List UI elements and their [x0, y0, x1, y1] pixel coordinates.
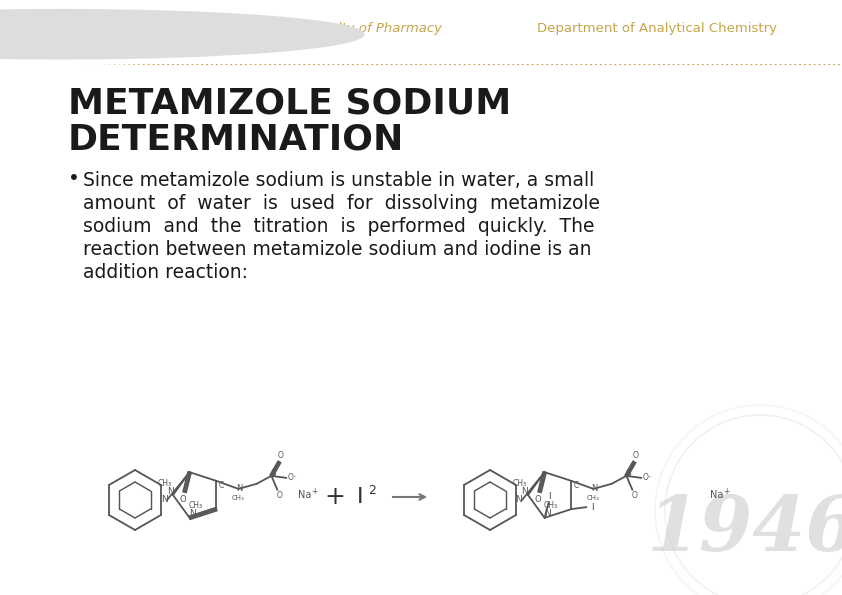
- Text: sodium  and  the  titration  is  performed  quickly.  The: sodium and the titration is performed qu…: [83, 217, 594, 236]
- Text: CH₃: CH₃: [158, 478, 172, 487]
- Text: +: +: [722, 487, 729, 496]
- Text: C: C: [573, 481, 579, 490]
- Text: •: •: [68, 170, 80, 189]
- Text: I: I: [548, 492, 551, 502]
- Text: N: N: [522, 487, 529, 496]
- Text: O: O: [276, 491, 282, 500]
- Text: O⁻: O⁻: [287, 474, 297, 483]
- Text: I: I: [357, 487, 363, 507]
- Text: N: N: [515, 494, 522, 503]
- Text: I: I: [591, 503, 594, 512]
- Text: CH₃: CH₃: [189, 502, 203, 511]
- Text: CH₃: CH₃: [544, 502, 557, 511]
- Text: O: O: [632, 452, 638, 461]
- Text: DETERMINATION: DETERMINATION: [68, 123, 404, 156]
- Text: C: C: [219, 481, 224, 490]
- Text: 1946: 1946: [646, 493, 842, 567]
- Text: CH₃: CH₃: [513, 478, 527, 487]
- Text: O⁻: O⁻: [642, 474, 653, 483]
- Text: N: N: [161, 494, 168, 503]
- Text: O: O: [179, 494, 186, 504]
- Text: addition reaction:: addition reaction:: [83, 264, 248, 283]
- Text: Since metamizole sodium is unstable in water, a small: Since metamizole sodium is unstable in w…: [83, 171, 594, 190]
- Text: S: S: [270, 469, 276, 478]
- Text: +: +: [311, 487, 317, 496]
- Text: Na: Na: [298, 490, 312, 500]
- Text: N: N: [167, 487, 173, 496]
- Text: S: S: [626, 469, 632, 478]
- Text: CH₃: CH₃: [587, 495, 600, 501]
- Text: O: O: [278, 452, 284, 461]
- Text: CH₃: CH₃: [232, 495, 245, 501]
- Text: 2: 2: [368, 484, 376, 497]
- Text: N: N: [189, 509, 196, 518]
- Text: N: N: [591, 484, 598, 493]
- Text: Na: Na: [710, 490, 723, 500]
- Text: reaction between metamizole sodium and iodine is an: reaction between metamizole sodium and i…: [83, 240, 591, 259]
- Circle shape: [0, 10, 364, 59]
- Text: N: N: [544, 509, 551, 518]
- Text: O: O: [535, 494, 541, 504]
- Text: O: O: [632, 491, 637, 500]
- Text: N: N: [237, 484, 242, 493]
- Text: +: +: [324, 485, 345, 509]
- Circle shape: [0, 4, 431, 64]
- Text: Ankara University  Faculty of Pharmacy: Ankara University Faculty of Pharmacy: [180, 22, 443, 35]
- Text: Department of Analytical Chemistry: Department of Analytical Chemistry: [536, 22, 777, 35]
- Text: METAMIZOLE SODIUM: METAMIZOLE SODIUM: [68, 86, 511, 120]
- Text: amount  of  water  is  used  for  dissolving  metamizole: amount of water is used for dissolving m…: [83, 195, 600, 214]
